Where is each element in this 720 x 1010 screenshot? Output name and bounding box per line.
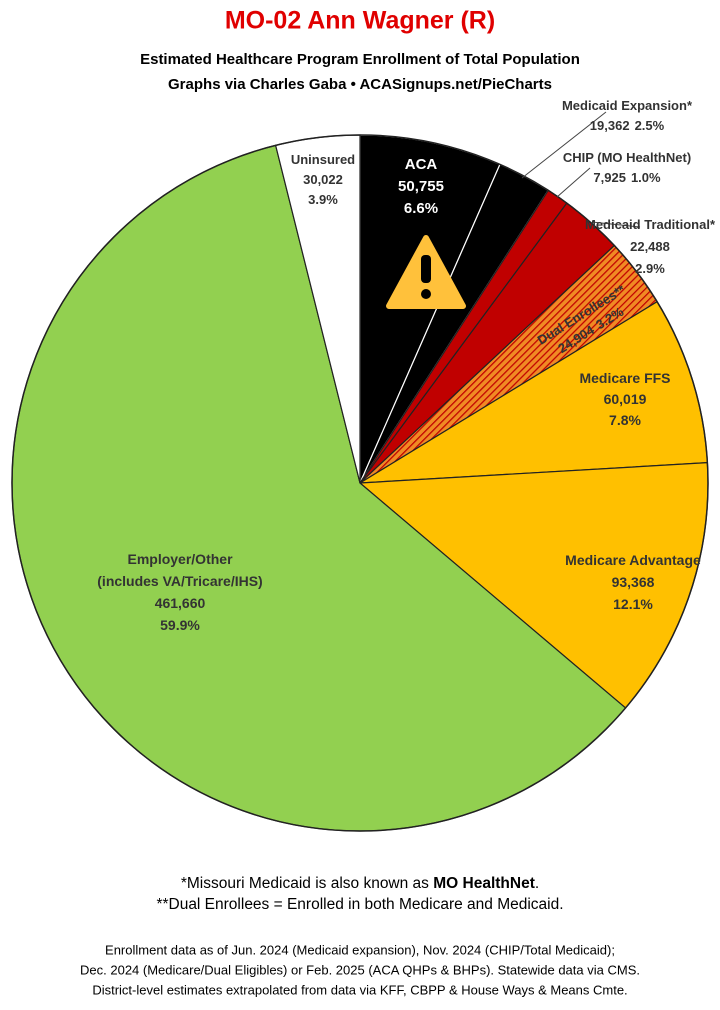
- label-line: 6.6%: [404, 200, 438, 217]
- label-percent: 1.0%: [631, 170, 661, 185]
- slice-label: Medicaid Traditional* 22,488 2.9%: [585, 217, 716, 276]
- label-line: 7,925 1.0%: [593, 170, 661, 185]
- label-percent: 3.9%: [308, 192, 338, 207]
- label-name: Medicaid Traditional*: [585, 217, 716, 232]
- label-line: 50,755: [398, 178, 444, 195]
- label-value: 461,660: [155, 595, 206, 611]
- pie-outline: [11, 134, 709, 832]
- slice-label: Medicare FFS 60,019 7.8%: [579, 370, 670, 428]
- label-percent: 12.1%: [613, 596, 653, 612]
- label-line: CHIP (MO HealthNet): [563, 150, 691, 165]
- label-line: Medicaid Expansion*: [562, 98, 693, 113]
- label-line: Uninsured: [291, 152, 355, 167]
- slice-label: Medicare Advantage 93,368 12.1%: [565, 552, 701, 612]
- source-line: Dec. 2024 (Medicare/Dual Eligibles) or F…: [80, 962, 640, 977]
- label-line: 60,019: [604, 391, 647, 407]
- label-line: (includes VA/Tricare/IHS): [97, 573, 262, 589]
- label-value: 7,925: [593, 170, 626, 185]
- label-name: ACA: [405, 156, 438, 173]
- label-line: 19,362 2.5%: [590, 118, 665, 133]
- slice-label: CHIP (MO HealthNet) 7,925 1.0%: [563, 150, 691, 185]
- label-line: 7.8%: [609, 412, 641, 428]
- chart-subtitle: Graphs via Charles Gaba • ACASignups.net…: [168, 76, 552, 93]
- label-line: Medicare FFS: [579, 370, 670, 386]
- label-name: Medicaid Expansion*: [562, 98, 693, 113]
- label-line: 12.1%: [613, 596, 653, 612]
- label-percent: 2.9%: [635, 261, 665, 276]
- label-name: Employer/Other: [127, 551, 233, 567]
- label-value: 22,488: [630, 239, 670, 254]
- label-line: Employer/Other: [127, 551, 233, 567]
- label-percent: 7.8%: [609, 412, 641, 428]
- label-percent: 2.5%: [635, 118, 665, 133]
- label-value: 30,022: [303, 172, 343, 187]
- label-value: 60,019: [604, 391, 647, 407]
- label-name: Uninsured: [291, 152, 355, 167]
- footnote-text: .: [535, 875, 539, 892]
- label-line: 59.9%: [160, 617, 200, 633]
- slice-label: Employer/Other (includes VA/Tricare/IHS) 4…: [97, 551, 262, 633]
- label-percent: 6.6%: [404, 200, 438, 217]
- label-value: 93,368: [612, 574, 655, 590]
- label-name: Medicare FFS: [579, 370, 670, 386]
- label-line: 93,368: [612, 574, 655, 590]
- warning-icon: [421, 255, 431, 283]
- source-line: District-level estimates extrapolated fr…: [92, 982, 627, 997]
- label-line: 22,488: [630, 239, 670, 254]
- leader-line: [591, 221, 641, 228]
- slice-label: ACA 50,755 6.6%: [398, 156, 444, 217]
- leader-line: [556, 167, 591, 198]
- footnote: *Missouri Medicaid is also known as MO H…: [181, 875, 539, 892]
- chart-title: MO-02 Ann Wagner (R): [225, 7, 495, 35]
- label-name: CHIP (MO HealthNet): [563, 150, 691, 165]
- label-line: Medicare Advantage: [565, 552, 701, 568]
- warning-icon: [421, 289, 431, 299]
- label-percent: 59.9%: [160, 617, 200, 633]
- footnote-bold: MO HealthNet: [433, 875, 535, 892]
- chart-subtitle: Estimated Healthcare Program Enrollment …: [140, 51, 580, 68]
- label-name: Medicare Advantage: [565, 552, 701, 568]
- label-value: 50,755: [398, 178, 444, 195]
- source-line: Enrollment data as of Jun. 2024 (Medicai…: [105, 942, 615, 957]
- label-line: 3.9%: [308, 192, 338, 207]
- label-value: 19,362: [590, 118, 630, 133]
- label-line: 461,660: [155, 595, 206, 611]
- slice-label: Uninsured 30,022 3.9%: [291, 152, 355, 207]
- label-line: Medicaid Traditional*: [585, 217, 716, 232]
- label-note: (includes VA/Tricare/IHS): [97, 573, 262, 589]
- label-line: 30,022: [303, 172, 343, 187]
- footnote: **Dual Enrollees = Enrolled in both Medi…: [156, 896, 563, 913]
- leader-line: [521, 111, 607, 179]
- slice-label: Medicaid Expansion* 19,362 2.5%: [562, 98, 693, 133]
- pie: [11, 134, 709, 832]
- label-line: ACA: [405, 156, 438, 173]
- label-line: 2.9%: [635, 261, 665, 276]
- footnote-text: *Missouri Medicaid is also known as: [181, 875, 433, 892]
